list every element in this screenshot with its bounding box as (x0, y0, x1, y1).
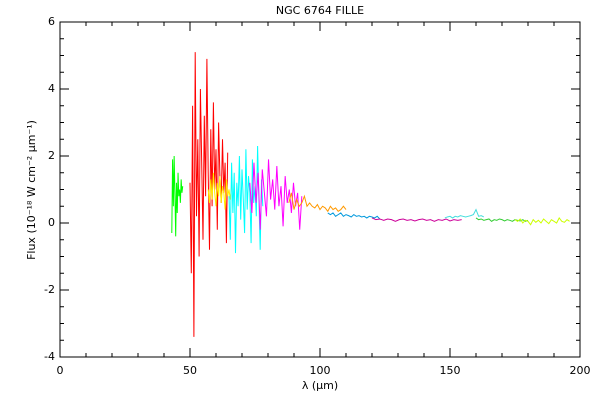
spectrum-line (327, 212, 381, 220)
plot-frame (59, 21, 581, 358)
x-tick-label: 0 (57, 364, 64, 377)
spectrum-line (514, 217, 570, 226)
y-tick-label: -2 (44, 283, 55, 296)
x-tick-label: 100 (310, 364, 331, 377)
y-tick-label: -4 (44, 350, 55, 363)
spectrum-line (444, 208, 485, 219)
x-tick-label: 150 (440, 364, 461, 377)
spectrum-line (475, 217, 529, 222)
spectrum-line (189, 52, 229, 337)
chart-title: NGC 6764 FILLE (276, 4, 364, 17)
x-tick-label: 200 (570, 364, 591, 377)
y-tick-label: 6 (48, 15, 55, 28)
y-tick-label: 4 (48, 82, 55, 95)
spectrum-line (288, 192, 347, 213)
y-tick-label: 0 (48, 216, 55, 229)
spectrum-line (171, 155, 184, 237)
spectrum-line (228, 145, 264, 254)
spectrum-line (249, 159, 303, 230)
x-tick-label: 50 (183, 364, 197, 377)
spectrum-line (371, 217, 462, 222)
x-axis-label: λ (μm) (302, 379, 338, 392)
y-axis-label: Flux (10⁻¹⁸ W cm⁻² μm⁻¹) (25, 120, 38, 260)
spectrum-line (207, 172, 233, 210)
y-tick-label: 2 (48, 149, 55, 162)
